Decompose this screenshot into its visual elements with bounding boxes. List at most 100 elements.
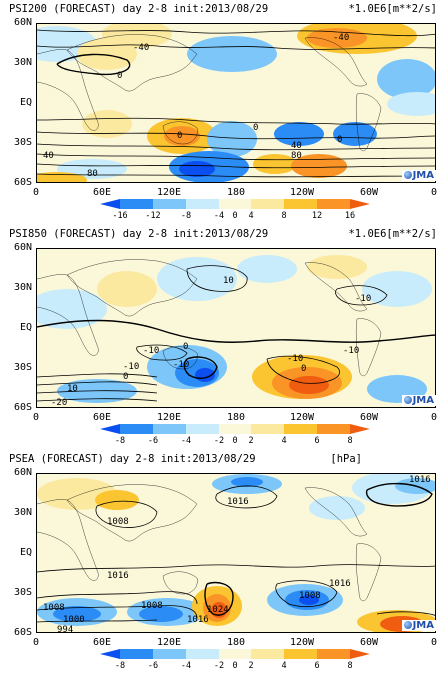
colorbar-tick: 2 [248, 436, 254, 446]
map-graphic: 1008 1016 1016 1016 1016 1008 1000 994 1… [37, 474, 435, 632]
colorbar-tick: -4 [180, 661, 192, 671]
colorbar-tick: -4 [213, 211, 225, 221]
x-label: 120E [156, 637, 182, 648]
jma-logo: JMA [401, 170, 436, 181]
contour-label: -10 [343, 346, 359, 356]
colorbar-tick: 0 [232, 661, 238, 671]
y-label: 30S [13, 587, 32, 598]
colorbar-segment [350, 424, 370, 434]
colorbar-tick: 6 [314, 436, 320, 446]
contour-label: 80 [87, 169, 98, 179]
y-label: 30S [13, 362, 32, 373]
colorbar-tick: 6 [314, 661, 320, 671]
panel-title: PSEA (FORECAST) day 2-8 init:2013/08/29 [9, 453, 256, 465]
panel-title: PSI850 (FORECAST) day 2-8 init:2013/08/2… [9, 228, 269, 240]
colorbar-segment [100, 199, 120, 209]
panel-units: *1.0E6[m**2/s] [348, 228, 437, 240]
colorbar-segment [100, 649, 120, 659]
contour-labels: -40 -40 0 0 0 40 80 40 80 0 [43, 33, 349, 179]
contour-label: 1016 [329, 579, 351, 589]
colorbar-tick: -16 [112, 211, 128, 221]
map-graphic: 10 -10 -10 0 -10 -10 0 10 -20 0 -10 -10 [37, 249, 435, 407]
x-label: 0 [430, 187, 438, 198]
colorbar-tick: -6 [147, 436, 159, 446]
contour-label: 0 [183, 342, 188, 352]
panel-psi850: PSI850 (FORECAST) day 2-8 init:2013/08/2… [0, 225, 445, 450]
contour-label: 10 [223, 276, 234, 286]
land-outlines [37, 259, 382, 377]
y-label: 60S [13, 177, 32, 188]
jma-globe-icon [403, 396, 412, 404]
y-label: 30N [13, 57, 32, 68]
x-label: 60W [359, 637, 379, 648]
contour-label: 1016 [409, 475, 431, 485]
colorbar-segment [284, 424, 317, 434]
x-label: 60E [92, 412, 112, 423]
colorbar-segment [153, 424, 186, 434]
colorbar: -8 -6 -4 -2 0 2 4 6 8 [100, 424, 370, 446]
colorbar-segment [186, 424, 219, 434]
colorbar-segment [317, 424, 350, 434]
colorbar-segment [153, 199, 186, 209]
y-label: 60N [13, 467, 32, 478]
x-label: 60W [359, 412, 379, 423]
y-label: 60N [13, 242, 32, 253]
colorbar-segment [153, 649, 186, 659]
contour-label: -40 [133, 43, 149, 53]
contour-label: 1016 [107, 571, 129, 581]
colorbar-tick: 8 [347, 661, 353, 671]
contour-lines [37, 265, 435, 402]
y-label: EQ [19, 547, 32, 558]
jma-globe-icon [403, 621, 412, 629]
shading-anomalies [37, 474, 435, 632]
colorbar-segment [120, 199, 153, 209]
contour-label: 1024 [207, 605, 229, 615]
colorbar-tick: 8 [281, 211, 287, 221]
colorbar-segment [120, 649, 153, 659]
contour-label: 1000 [63, 615, 85, 625]
contour-label: 0 [253, 123, 258, 133]
jma-logo: JMA [401, 620, 436, 631]
contour-label: -40 [333, 33, 349, 43]
contour-label: 0 [301, 364, 306, 374]
contour-label: -10 [123, 362, 139, 372]
map-graphic: -40 -40 0 0 0 40 80 40 80 0 [37, 24, 435, 182]
colorbar-segment [219, 424, 251, 434]
contour-labels: 10 -10 -10 0 -10 -10 0 10 -20 0 -10 -10 [51, 276, 371, 407]
y-label: EQ [19, 97, 32, 108]
contour-label: 1016 [227, 497, 249, 507]
panel-psea: PSEA (FORECAST) day 2-8 init:2013/08/29 … [0, 450, 445, 675]
x-label: 120W [289, 412, 315, 423]
contour-label: -10 [143, 346, 159, 356]
colorbar-segment [317, 199, 350, 209]
colorbar-tick: 4 [281, 436, 287, 446]
map-plot: -40 -40 0 0 0 40 80 40 80 0 [36, 23, 436, 183]
contour-label: -10 [173, 360, 189, 370]
panel-psi200: PSI200 (FORECAST) day 2-8 init:2013/08/2… [0, 0, 445, 225]
contour-label: 80 [291, 151, 302, 161]
colorbar-tick: -6 [147, 661, 159, 671]
contour-label: 1016 [187, 615, 209, 625]
colorbar-segment [186, 649, 219, 659]
x-label: 180 [226, 187, 246, 198]
y-label: 60N [13, 17, 32, 28]
colorbar-tick: -2 [213, 661, 225, 671]
colorbar-segment [284, 649, 317, 659]
colorbar-segment [219, 649, 251, 659]
contour-label: 40 [291, 141, 302, 151]
panel-units: *1.0E6[m**2/s] [348, 3, 437, 15]
colorbar-tick: 12 [311, 211, 323, 221]
colorbar-tick: -8 [114, 436, 126, 446]
colorbar-tick: -2 [213, 436, 225, 446]
colorbar-tick: 16 [344, 211, 356, 221]
y-label: 60S [13, 402, 32, 413]
x-label: 0 [32, 187, 40, 198]
x-label: 60E [92, 637, 112, 648]
panel-title: PSI200 (FORECAST) day 2-8 init:2013/08/2… [9, 3, 269, 15]
colorbar-segment [251, 649, 284, 659]
map-plot: 1008 1016 1016 1016 1016 1008 1000 994 1… [36, 473, 436, 633]
x-label: 120E [156, 187, 182, 198]
colorbar-segment [186, 199, 219, 209]
contour-label: 1008 [43, 603, 65, 613]
contour-labels: 1008 1016 1016 1016 1016 1008 1000 994 1… [43, 475, 431, 632]
